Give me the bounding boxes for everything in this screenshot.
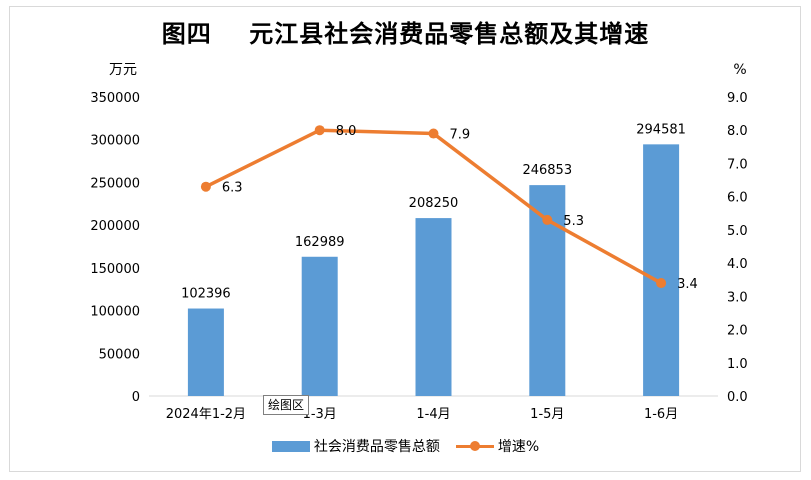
growth-point — [542, 214, 553, 225]
growth-value-label: 3.4 — [677, 277, 698, 292]
growth-line-series — [200, 125, 667, 289]
category-label: 1-5月 — [530, 407, 564, 422]
left-tick-label: 350000 — [90, 91, 140, 106]
left-tick-label: 150000 — [90, 262, 140, 277]
bar-value-label: 294581 — [636, 122, 686, 137]
right-axis-unit: % — [733, 62, 746, 78]
category-label: 1-6月 — [644, 407, 678, 422]
legend-line-label: 增速% — [497, 439, 540, 455]
legend-item-bar[interactable]: 社会消费品零售总额 — [271, 436, 440, 456]
category-label: 2024年1-2月 — [166, 407, 246, 422]
left-tick-label: 250000 — [90, 176, 140, 191]
category-label: 1-3月 — [303, 407, 337, 422]
left-tick-label: 200000 — [90, 219, 140, 234]
right-tick-label: 6.0 — [727, 191, 748, 206]
growth-point — [314, 125, 325, 136]
chart-title: 图四 元江县社会消费品零售总额及其增速 — [161, 20, 650, 48]
left-tick-label: 50000 — [99, 347, 140, 362]
right-tick-label: 2.0 — [727, 324, 748, 339]
right-tick-label: 9.0 — [727, 91, 748, 106]
right-tick-label: 3.0 — [727, 290, 748, 305]
left-axis-ticks: 0 50000 100000 150000 200000 250000 300000 3500… — [90, 91, 140, 405]
right-tick-label: 5.0 — [727, 224, 748, 239]
growth-value-labels: 6.3 8.0 7.9 5.3 3.4 — [222, 124, 698, 292]
right-tick-label: 0.0 — [727, 390, 748, 405]
category-label: 1-4月 — [416, 407, 450, 422]
left-axis-unit: 万元 — [109, 62, 137, 78]
bar-series — [187, 144, 680, 396]
growth-value-label: 6.3 — [222, 181, 243, 196]
chart-frame — [9, 6, 801, 472]
right-tick-label: 7.0 — [727, 157, 748, 172]
bar — [643, 144, 680, 396]
right-tick-label: 8.0 — [727, 124, 748, 139]
left-tick-label: 100000 — [90, 305, 140, 320]
right-tick-label: 4.0 — [727, 257, 748, 272]
growth-value-label: 8.0 — [336, 124, 357, 139]
plot-area-tooltip: 绘图区 — [263, 395, 310, 415]
legend-bar-label: 社会消费品零售总额 — [313, 439, 440, 455]
legend-line-swatch — [455, 440, 494, 452]
growth-value-label: 7.9 — [450, 128, 471, 143]
bar-value-label: 102396 — [181, 287, 231, 302]
legend-item-line[interactable]: 增速% — [455, 436, 540, 456]
bar-value-label: 162989 — [295, 235, 345, 250]
legend: 社会消费品零售总额 增速% — [0, 436, 811, 456]
legend-bar-swatch — [271, 440, 310, 452]
category-labels: 2024年1-2月 1-3月 1-4月 1-5月 1-6月 — [166, 407, 678, 422]
bar-value-label: 208250 — [409, 196, 459, 211]
growth-value-label: 5.3 — [563, 214, 584, 229]
growth-point — [656, 278, 667, 289]
left-tick-label: 0 — [132, 390, 140, 405]
bar — [187, 308, 224, 396]
bar — [415, 218, 452, 396]
bar-value-labels: 102396 162989 208250 246853 294581 — [181, 122, 686, 301]
bar-value-label: 246853 — [522, 163, 572, 178]
bar — [301, 256, 338, 396]
growth-point — [428, 128, 439, 139]
right-axis-ticks: 0.0 1.0 2.0 3.0 4.0 5.0 6.0 7.0 8.0 9.0 — [727, 91, 748, 405]
growth-point — [200, 181, 211, 192]
right-tick-label: 1.0 — [727, 357, 748, 372]
left-tick-label: 300000 — [90, 134, 140, 149]
